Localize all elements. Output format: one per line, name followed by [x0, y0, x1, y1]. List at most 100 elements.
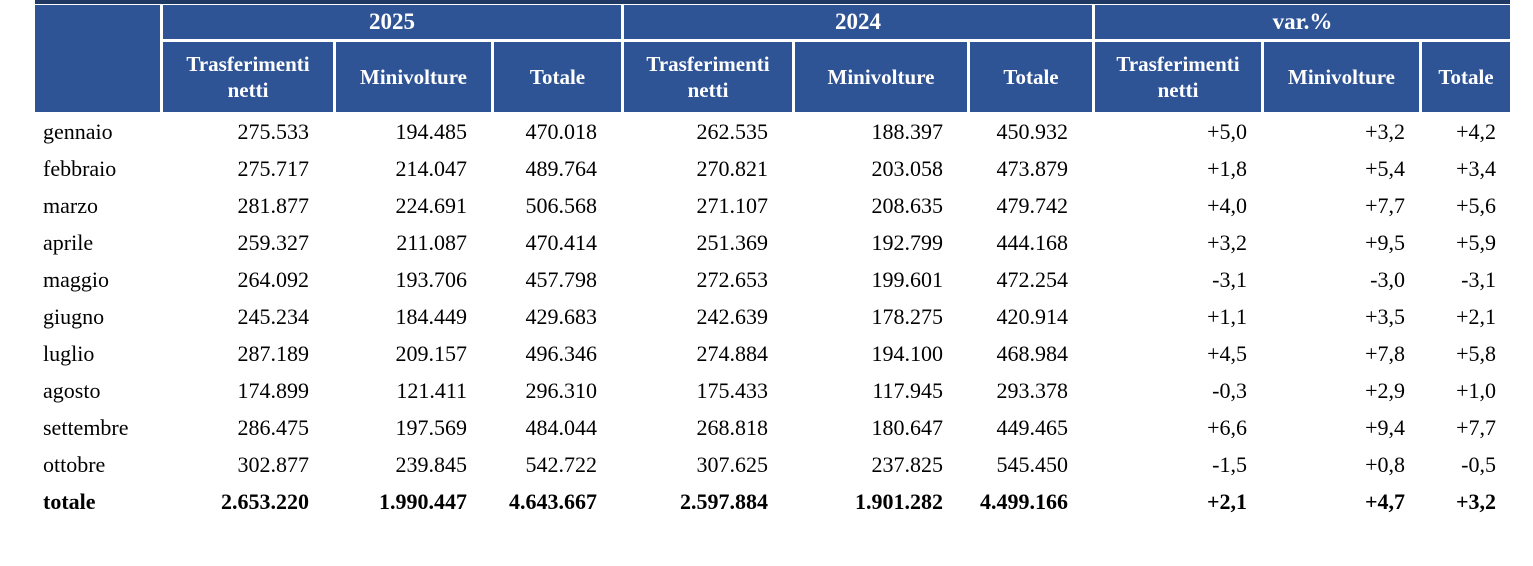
- variation-cell: +0,8: [1365, 452, 1405, 477]
- variation-cell: +3,2: [1207, 230, 1247, 255]
- row-label-month: agosto: [43, 378, 101, 403]
- value-cell: 293.378: [996, 378, 1069, 403]
- value-cell: 468.984: [996, 341, 1069, 366]
- corner-cell: [35, 5, 160, 112]
- variation-cell: +7,8: [1365, 341, 1405, 366]
- value-cell: 275.533: [237, 119, 310, 144]
- subheader-totale-2024: Totale: [970, 42, 1092, 112]
- value-cell: 2.653.220: [221, 489, 309, 514]
- value-cell: 429.683: [525, 304, 598, 329]
- value-cell: 188.397: [871, 119, 944, 144]
- monthly-transfers-table: 2025 2024 var.% Trasferimenti netti Mini…: [32, 2, 1513, 522]
- table-row: gennaio 275.533 194.485 470.018 262.535 188.3…: [35, 115, 1510, 149]
- row-label-month: ottobre: [43, 452, 106, 477]
- row-label-month: gennaio: [43, 119, 113, 144]
- variation-cell: -3,1: [1212, 267, 1247, 292]
- variation-cell: +7,7: [1456, 415, 1496, 440]
- subheader-trasferimenti-netti-2025: Trasferimenti netti: [163, 42, 333, 112]
- variation-cell: +9,5: [1365, 230, 1405, 255]
- subheader-totale-var: Totale: [1422, 42, 1510, 112]
- value-cell: 302.877: [237, 452, 310, 477]
- value-cell: 208.635: [871, 193, 944, 218]
- value-cell: 194.485: [395, 119, 468, 144]
- value-cell: 449.465: [996, 415, 1069, 440]
- group-header-2025: 2025: [163, 5, 621, 39]
- variation-cell: +3,4: [1456, 156, 1496, 181]
- table-row: marzo 281.877 224.691 506.568 271.107 208.635…: [35, 189, 1510, 223]
- value-cell: 270.821: [696, 156, 769, 181]
- value-cell: 457.798: [525, 267, 598, 292]
- value-cell: 262.535: [696, 119, 769, 144]
- value-cell: 224.691: [395, 193, 468, 218]
- value-cell: 4.499.166: [980, 489, 1068, 514]
- row-label-month: giugno: [43, 304, 105, 329]
- value-cell: 281.877: [237, 193, 310, 218]
- value-cell: 180.647: [871, 415, 944, 440]
- value-cell: 272.653: [696, 267, 769, 292]
- table-row: luglio 287.189 209.157 496.346 274.884 194.10…: [35, 337, 1510, 371]
- value-cell: 506.568: [525, 193, 598, 218]
- variation-cell: +6,6: [1207, 415, 1247, 440]
- value-cell: 484.044: [525, 415, 598, 440]
- value-cell: 174.899: [237, 378, 310, 403]
- variation-cell: +5,4: [1365, 156, 1405, 181]
- value-cell: 2.597.884: [680, 489, 768, 514]
- subheader-trasferimenti-netti-2024: Trasferimenti netti: [624, 42, 792, 112]
- variation-cell: -0,5: [1461, 452, 1496, 477]
- row-label-month: febbraio: [43, 156, 117, 181]
- value-cell: 473.879: [996, 156, 1069, 181]
- value-cell: 268.818: [696, 415, 769, 440]
- table-row: agosto 174.899 121.411 296.310 175.433 117.94…: [35, 374, 1510, 408]
- table-row: giugno 245.234 184.449 429.683 242.639 178.27…: [35, 300, 1510, 334]
- subheader-minivolture-2025: Minivolture: [336, 42, 491, 112]
- value-cell: 242.639: [696, 304, 769, 329]
- value-cell: 237.825: [871, 452, 944, 477]
- value-cell: 193.706: [395, 267, 468, 292]
- value-cell: 470.414: [525, 230, 598, 255]
- value-cell: 251.369: [696, 230, 769, 255]
- row-label-month: aprile: [43, 230, 94, 255]
- variation-cell: +5,8: [1456, 341, 1496, 366]
- value-cell: 121.411: [396, 378, 467, 403]
- value-cell: 199.601: [871, 267, 944, 292]
- variation-cell: +4,7: [1364, 489, 1405, 514]
- subheader-minivolture-2024: Minivolture: [795, 42, 967, 112]
- value-cell: 175.433: [696, 378, 769, 403]
- value-cell: 479.742: [996, 193, 1069, 218]
- subheader-minivolture-var: Minivolture: [1264, 42, 1419, 112]
- header-sub-row: Trasferimenti netti Minivolture Totale T…: [35, 42, 1510, 112]
- value-cell: 271.107: [696, 193, 769, 218]
- variation-cell: +7,7: [1365, 193, 1405, 218]
- group-header-2024: 2024: [624, 5, 1092, 39]
- variation-cell: +5,0: [1207, 119, 1247, 144]
- variation-cell: -3,0: [1370, 267, 1405, 292]
- value-cell: 4.643.667: [509, 489, 597, 514]
- variation-cell: +4,2: [1456, 119, 1496, 144]
- table-row: aprile 259.327 211.087 470.414 251.369 192.79…: [35, 226, 1510, 260]
- value-cell: 197.569: [395, 415, 468, 440]
- value-cell: 117.945: [872, 378, 943, 403]
- value-cell: 307.625: [696, 452, 769, 477]
- value-cell: 264.092: [237, 267, 310, 292]
- variation-cell: -1,5: [1212, 452, 1247, 477]
- row-label-month: luglio: [43, 341, 95, 366]
- variation-cell: +5,6: [1456, 193, 1496, 218]
- table-row: totale 2.653.220 1.990.447 4.643.667 2.597.8…: [35, 485, 1510, 519]
- variation-cell: +9,4: [1365, 415, 1405, 440]
- value-cell: 450.932: [996, 119, 1069, 144]
- value-cell: 542.722: [525, 452, 598, 477]
- header-group-row: 2025 2024 var.%: [35, 5, 1510, 112]
- value-cell: 214.047: [395, 156, 468, 181]
- value-cell: 1.990.447: [379, 489, 467, 514]
- row-label-month: maggio: [43, 267, 109, 292]
- row-label-month: marzo: [43, 193, 98, 218]
- value-cell: 545.450: [996, 452, 1069, 477]
- variation-cell: +4,5: [1207, 341, 1247, 366]
- value-cell: 239.845: [395, 452, 468, 477]
- variation-cell: -0,3: [1212, 378, 1247, 403]
- value-cell: 286.475: [237, 415, 310, 440]
- value-cell: 470.018: [525, 119, 598, 144]
- variation-cell: +2,1: [1456, 304, 1496, 329]
- variation-cell: +4,0: [1207, 193, 1247, 218]
